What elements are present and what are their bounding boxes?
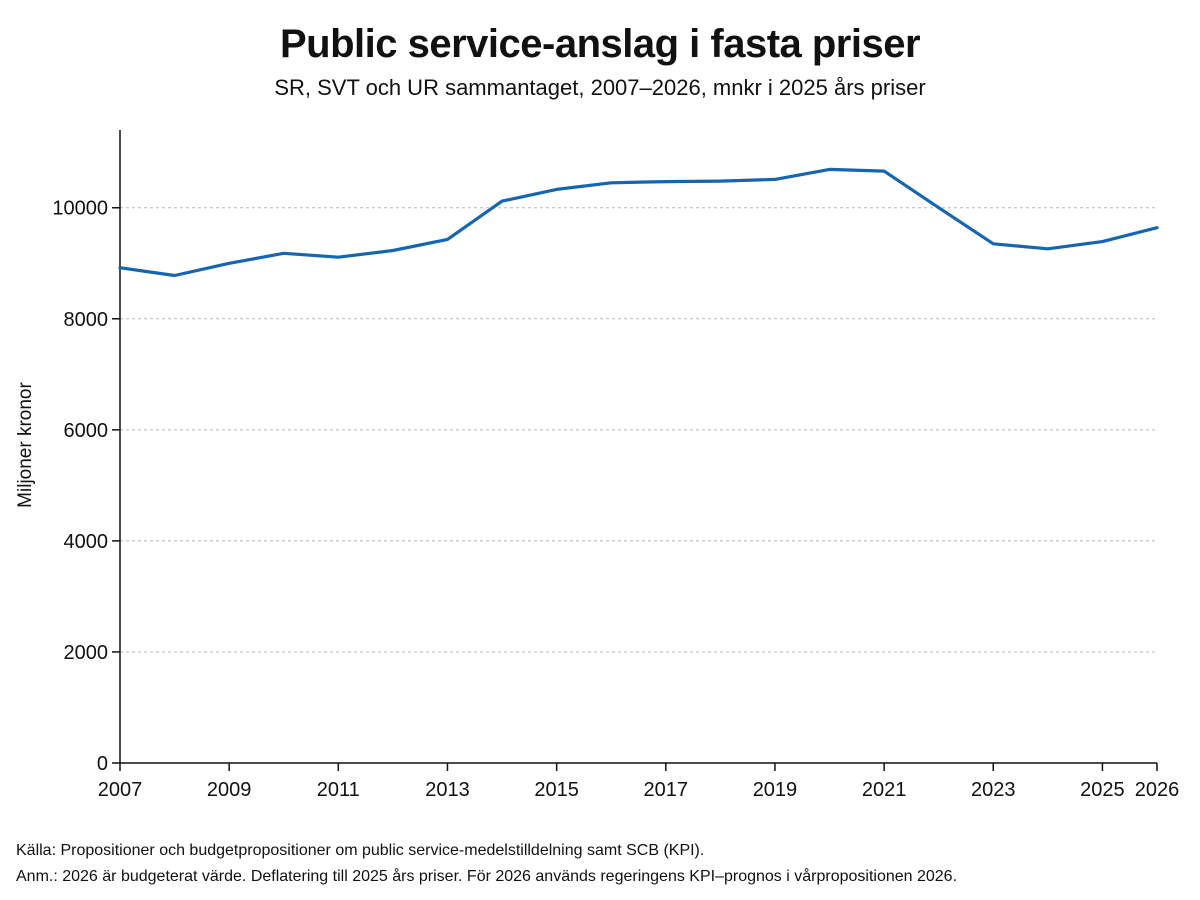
y-tick-label: 10000 (52, 198, 108, 220)
y-tick-label: 6000 (64, 420, 109, 442)
x-tick-label: 2007 (98, 779, 143, 801)
x-tick-label: 2011 (317, 779, 360, 801)
x-tick-label: 2009 (207, 779, 252, 801)
source-note: Källa: Propositioner och budgetpropositi… (16, 842, 705, 859)
y-tick-label: 8000 (64, 309, 109, 331)
x-tick-label: 2019 (753, 779, 798, 801)
y-axis-ticks: 0 2000 4000 6000 8000 10000 (52, 198, 120, 775)
x-axis-ticks: 2007 2009 2011 2013 2015 2017 2019 2021 2023 2025… (98, 763, 1180, 801)
x-tick-label: 2013 (425, 779, 470, 801)
y-tick-label: 2000 (64, 642, 109, 664)
series-group (118, 167, 1159, 278)
x-tick-label: 2015 (534, 779, 579, 801)
footer-notes: Källa: Propositioner och budgetpropositi… (16, 838, 957, 890)
chart-subtitle: SR, SVT och UR sammantaget, 2007–2026, m… (274, 75, 926, 100)
grid-lines (120, 207, 1157, 653)
x-tick-label: 2026 (1135, 779, 1180, 801)
annotation-note: Anm.: 2026 är budgeterat värde. Deflater… (16, 868, 958, 885)
x-tick-label: 2023 (971, 779, 1016, 801)
chart-title: Public service-anslag i fasta priser (279, 22, 921, 66)
y-axis-label: Miljoner kronor (15, 382, 36, 508)
y-tick-label: 4000 (64, 531, 109, 553)
x-tick-label: 2025 (1080, 779, 1125, 801)
x-tick-label: 2021 (862, 779, 907, 801)
x-tick-label: 2017 (644, 779, 689, 801)
axes (119, 130, 1157, 764)
series-line (118, 167, 1159, 278)
y-tick-label: 0 (97, 753, 108, 775)
